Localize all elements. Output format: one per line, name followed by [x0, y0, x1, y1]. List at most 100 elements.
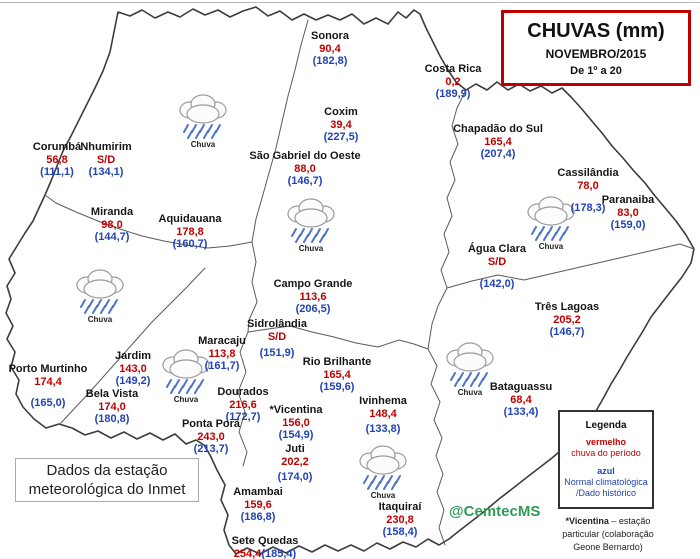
station-tr-s-lagoas: Três Lagoas 205,2 (146,7) — [535, 301, 599, 339]
cloud-label: Chuva — [370, 491, 396, 500]
station-name: Água Clara — [467, 243, 527, 255]
climatological-normal: (227,5) — [323, 131, 359, 143]
period-rain-value: 202,2 — [281, 455, 309, 468]
vicentina-footnote: *Vicentina – estação particular (colabor… — [552, 515, 664, 554]
station-s-o-gabriel-do-oeste: São Gabriel do Oeste 88,0 (146,7) — [249, 150, 360, 188]
period-rain-value: 165,4 — [323, 368, 351, 381]
period-rain-value: 88,0 — [294, 162, 316, 175]
station-name: Chapadão do Sul — [453, 123, 543, 135]
climatological-normal: (165,0) — [30, 397, 66, 409]
period-rain-value: 143,0 — [119, 362, 147, 375]
station-rio-brilhante: Rio Brilhante 165,4 (159,6) — [303, 356, 371, 394]
climatological-normal: (172,7) — [225, 411, 261, 423]
legend-red-desc: chuva do período — [571, 448, 641, 458]
station-ivinhema: Ivinhema 148,4 (133,8) — [359, 395, 407, 436]
period-rain-value: 113,6 — [299, 290, 327, 303]
station-sidrol-ndia: Sidrolândia S/D (151,9) — [247, 318, 307, 360]
period-rain-value: 254,4 — [233, 547, 262, 559]
legend-blue-desc2: /Dado histórico — [575, 488, 637, 498]
station-name: Paranaiba — [601, 194, 655, 206]
period-rain-value: 178,8 — [176, 225, 204, 238]
station-name: Nhumirim — [80, 141, 132, 153]
station-name: Dourados — [217, 386, 269, 398]
period-rain-value: 39,4 — [330, 118, 352, 131]
station-name: Porto Murtinho — [8, 363, 88, 375]
climatological-normal: (159,6) — [319, 381, 355, 393]
station-name: Sonora — [311, 30, 349, 42]
legend-blue-label: azul — [597, 466, 615, 476]
period-rain-value: 148,4 — [369, 407, 397, 420]
cemtec-credit: @CemtecMS — [449, 503, 541, 520]
climatological-normal: (160,7) — [172, 238, 208, 250]
footnote-line-3: Geone Bernardo) — [573, 542, 643, 552]
station-amambai: Amambai 159,6 (186,8) — [233, 486, 283, 524]
climatological-normal: (154,9) — [278, 429, 314, 441]
station-chapad-o-do-sul: Chapadão do Sul 165,4 (207,4) — [453, 123, 543, 161]
period-rain-value: 174,4 — [34, 375, 62, 388]
climatological-normal: (182,8) — [312, 55, 348, 67]
station-name: Ponta Porã — [181, 418, 241, 430]
footnote-rest: – estação — [608, 516, 651, 526]
station-sete-quedas: Sete Quedas 254,4(185,4) — [232, 535, 299, 559]
source-line-1: Dados da estação — [46, 462, 168, 479]
station-name: Bataguassu — [489, 381, 553, 393]
period-rain-value: 78,0 — [577, 179, 599, 192]
climatological-normal: (111,1) — [40, 166, 74, 178]
station-values: 254,4(185,4) — [232, 548, 299, 559]
climatological-normal: (133,8) — [365, 423, 401, 435]
cloud-label: Chuva — [173, 395, 199, 404]
station-name: Corumbá — [32, 141, 82, 153]
municipal-boundary — [247, 19, 309, 333]
municipal-boundary — [427, 89, 467, 350]
station-bataguassu: Bataguassu 68,4 (133,4) — [490, 381, 552, 419]
climatological-normal: (174,0) — [277, 471, 313, 483]
period-rain-value: 165,4 — [484, 135, 512, 148]
period-rain-value: 0,2 — [445, 75, 461, 88]
title-box: CHUVAS (mm) NOVEMBRO/2015 De 1º a 20 — [501, 10, 691, 86]
legend-box: Legenda vermelho chuva do período azul N… — [558, 410, 654, 509]
municipal-boundary — [59, 267, 206, 425]
rain-cloud-icon: Chuva — [157, 347, 215, 404]
station-nhumirim: Nhumirim S/D (134,1) — [80, 141, 131, 179]
climatological-normal: (189,9) — [435, 88, 471, 100]
climatological-normal: (178,3) — [570, 202, 606, 214]
station-name: São Gabriel do Oeste — [249, 150, 361, 162]
legend-red-label: vermelho — [585, 437, 627, 447]
map-month: NOVEMBRO/2015 — [545, 46, 647, 61]
station-maracaju: Maracaju 113,8 (161,7) — [198, 335, 246, 373]
cloud-label: Chuva — [457, 388, 483, 397]
station-bela-vista: Bela Vista 174,0 (180,8) — [86, 388, 138, 426]
rain-cloud-icon: Chuva — [522, 194, 580, 251]
climatological-normal: (186,8) — [240, 511, 276, 523]
period-rain-value: 90,4 — [319, 42, 341, 55]
station-name: *Vicentina — [269, 404, 323, 416]
municipal-boundary — [247, 325, 429, 350]
rain-cloud-icon: Chuva — [174, 92, 232, 149]
station-juti: Juti 202,2 (174,0) — [278, 443, 313, 484]
municipal-boundary — [427, 348, 446, 546]
station-name: Ivinhema — [359, 395, 407, 407]
station-name: Campo Grande — [273, 278, 353, 290]
rain-cloud-icon: Chuva — [354, 443, 412, 500]
station-sonora: Sonora 90,4 (182,8) — [311, 30, 349, 68]
cloud-label: Chuva — [190, 140, 216, 149]
climatological-normal: (213,7) — [193, 443, 229, 455]
map-title: CHUVAS (mm) — [527, 19, 665, 42]
rain-cloud-icon: Chuva — [441, 340, 499, 397]
period-rain-value: 98,0 — [101, 218, 123, 231]
station-name: Rio Brilhante — [302, 356, 372, 368]
climatological-normal: (134,1) — [88, 166, 124, 178]
climatological-normal: (185,4) — [261, 547, 297, 559]
station-paranaiba: Paranaiba 83,0 (159,0) — [602, 194, 655, 232]
station-name: Três Lagoas — [534, 301, 600, 313]
station-name: Jardim — [114, 350, 152, 362]
station-name: Amambai — [233, 486, 283, 498]
station-dourados: Dourados 216,6 (172,7) — [217, 386, 268, 424]
period-rain-value: 205,2 — [553, 313, 581, 326]
climatological-normal: (180,8) — [94, 413, 130, 425]
station-coxim: Coxim 39,4 (227,5) — [324, 106, 359, 144]
station-name: Juti — [285, 443, 305, 455]
map-period: De 1º a 20 — [570, 64, 622, 77]
